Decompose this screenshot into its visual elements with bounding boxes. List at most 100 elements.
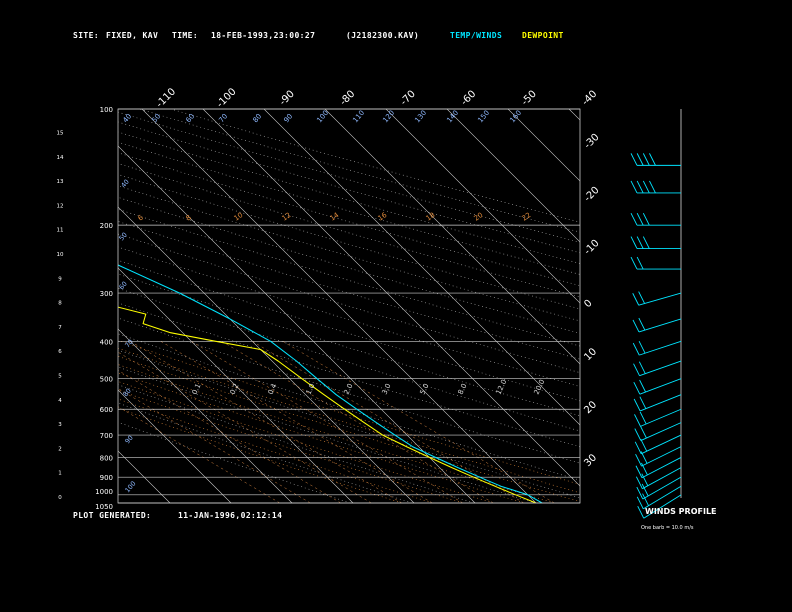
moist-adiabat-label: 8 (185, 214, 193, 223)
mixing-ratio-label: 0.2 (229, 382, 241, 395)
dry-adiabat-line (118, 317, 580, 464)
wind-barb-flag (635, 465, 643, 478)
wind-barb (630, 212, 681, 226)
isotherm-line (118, 450, 171, 503)
plot-generated-label: PLOT GENERATED: (73, 511, 152, 520)
pressure-label: 400 (100, 338, 113, 346)
wind-barb-flag (630, 256, 638, 270)
height-tick-label: 13 (57, 179, 64, 185)
wind-barb-flag (634, 428, 642, 441)
mixing-ratio-label: 5.0 (419, 382, 431, 395)
moist-adiabat-line (118, 372, 524, 503)
moist-adiabat-label: 12 (281, 211, 293, 223)
wind-barb-flag (642, 493, 649, 506)
moist-adiabat-label: 16 (377, 211, 389, 223)
mixing-ratio-label: 20.0 (533, 378, 547, 396)
height-tick-label: 6 (58, 349, 62, 355)
isotherm-line (202, 109, 580, 487)
wind-barb (637, 494, 682, 519)
isotherm-line (630, 109, 792, 503)
dry-adiabat-line (118, 402, 412, 503)
pressure-label: 500 (100, 376, 113, 384)
pressure-label: 600 (100, 406, 113, 414)
wind-barb-staff (639, 394, 682, 412)
wind-barb-flag (638, 291, 646, 304)
mixing-ratio-line (160, 341, 433, 503)
right-temperature-tick: -20 (582, 185, 601, 204)
wind-barb-staff (641, 457, 682, 479)
wind-barb-flag (638, 340, 646, 354)
dry-adiabat-line (118, 221, 580, 360)
wind-barb-flag (636, 212, 644, 226)
dry-adiabat-line (118, 174, 580, 310)
moist-adiabat-line (118, 398, 433, 503)
dry-adiabat-label: 50 (117, 231, 128, 242)
wind-barb (630, 256, 681, 270)
pressure-label: 1000 (95, 488, 113, 496)
dry-adiabat-line (118, 197, 580, 334)
moist-adiabat-line (118, 389, 463, 503)
isotherm-line (385, 109, 580, 304)
wind-barb-flag (640, 438, 648, 452)
height-tick-label: 5 (58, 374, 62, 380)
wind-barb (634, 408, 682, 427)
moist-adiabat-label: 22 (521, 211, 533, 223)
dry-adiabat-label: 140 (445, 109, 460, 124)
right-temperature-tick: -30 (582, 132, 601, 151)
dry-adiabat-line (118, 131, 580, 264)
wind-barb-flag (642, 212, 650, 226)
isotherm-line (691, 109, 792, 503)
top-temperature-tick: -100 (215, 86, 239, 110)
pressure-label: 200 (100, 222, 113, 230)
pressure-label: 900 (100, 474, 113, 482)
wind-barb-flag (636, 486, 644, 500)
dry-adiabat-line (118, 366, 536, 503)
temperature-profile-line (118, 264, 543, 503)
dry-adiabat-label: 100 (315, 109, 330, 124)
dry-adiabat-line (118, 259, 580, 402)
moist-adiabat-line (118, 364, 555, 503)
isotherm-line (0, 109, 48, 503)
isotherm-line (118, 145, 476, 503)
wind-barb-staff (638, 318, 682, 333)
wind-barb-staff (643, 485, 682, 510)
dry-adiabat-label: 60 (184, 112, 196, 124)
height-tick-label: 4 (58, 398, 62, 404)
mixing-ratio-label: 8.0 (457, 382, 469, 395)
wind-barb-flag (638, 361, 646, 374)
right-temperature-tick: 0 (582, 298, 594, 310)
top-temperature-tick: -80 (338, 89, 357, 108)
moist-adiabat-line (118, 340, 580, 485)
temp-legend: TEMP/WINDS (450, 31, 503, 40)
mixing-ratio-line (191, 341, 463, 503)
dew-legend: DEWPOINT (522, 31, 564, 40)
dry-adiabat-label: 90 (123, 434, 134, 445)
height-tick-label: 3 (58, 422, 62, 428)
wind-barb-flag (634, 441, 642, 455)
wind-barb (636, 485, 682, 510)
dry-adiabat-label: 80 (251, 112, 263, 124)
top-temperature-tick: -110 (154, 86, 178, 110)
wind-barb-flag (630, 153, 638, 166)
wind-barb (633, 394, 682, 412)
wind-barb-flag (630, 236, 638, 249)
wind-barb-staff (638, 292, 682, 306)
dry-adiabat-label: 130 (413, 109, 428, 124)
pressure-label: 300 (100, 290, 113, 298)
mixing-ratio-label: 3.0 (381, 382, 393, 395)
pressure-label: 100 (100, 106, 113, 114)
wind-barb-flag (638, 317, 646, 331)
plot-frame (117, 108, 581, 504)
site-label: SITE: (73, 31, 100, 40)
isotherm-line (263, 109, 580, 426)
wind-barb (635, 457, 682, 479)
wind-barb (636, 476, 682, 500)
wind-barb (632, 340, 682, 356)
mixing-ratio-label: 0.4 (267, 382, 279, 396)
wind-barb-flag (636, 153, 644, 166)
moist-adiabat-label: 14 (329, 211, 341, 223)
isotherm-line (507, 109, 580, 182)
wind-barb (632, 291, 682, 306)
isotherm-line (568, 109, 580, 121)
